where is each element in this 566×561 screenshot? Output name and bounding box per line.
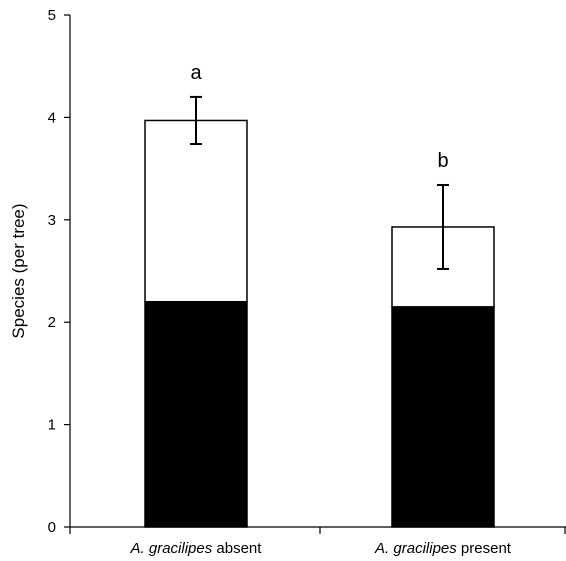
- plot-area: 0 1 2 3 4 5 Species (per tree) a A. gracilipes a…: [9, 7, 566, 557]
- y-tick-label: 5: [48, 7, 56, 24]
- significance-label: b: [437, 150, 448, 172]
- bar-segment-upper: [145, 120, 247, 301]
- y-tick-label: 1: [48, 417, 56, 434]
- category-species-name: A. gracilipes: [374, 540, 457, 557]
- category-species-name: A. gracilipes: [130, 540, 213, 557]
- bar-segment-lower: [392, 307, 494, 527]
- significance-label: a: [190, 62, 202, 84]
- y-tick-label: 2: [48, 314, 56, 331]
- y-tick-label: 0: [48, 519, 56, 536]
- y-axis-label: Species (per tree): [9, 203, 28, 338]
- category-condition: present: [457, 540, 512, 557]
- y-tick-label: 3: [48, 212, 56, 229]
- x-category-label: A. gracilipes absent: [130, 540, 263, 557]
- bar-segment-lower: [145, 302, 247, 527]
- y-tick-label: 4: [48, 109, 56, 126]
- category-condition: absent: [212, 540, 262, 557]
- x-category-label: A. gracilipes present: [374, 540, 512, 557]
